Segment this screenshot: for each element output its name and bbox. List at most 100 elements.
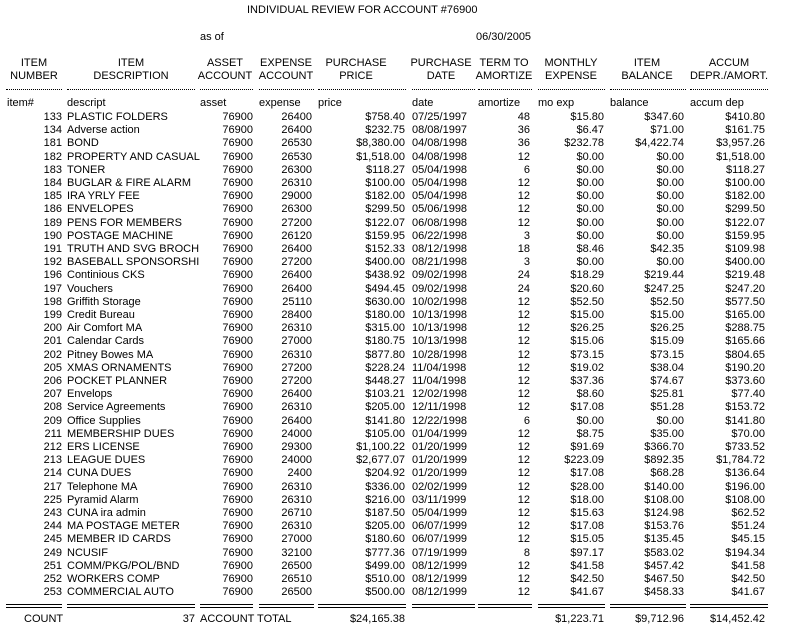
column-header: ITEM	[633, 57, 661, 69]
cell: $165.66	[725, 335, 765, 348]
cell: 76900	[222, 124, 253, 137]
cell: PROPERTY AND CASUAL	[67, 150, 200, 163]
cell: $0.00	[656, 150, 684, 163]
as-of-date: 06/30/2005	[476, 31, 532, 43]
cell: 26530	[281, 150, 312, 163]
cell: 27200	[281, 216, 312, 229]
cell: 26500	[281, 559, 312, 572]
cell: 26400	[281, 124, 312, 137]
cell: 26310	[281, 348, 312, 361]
cell: 26120	[281, 229, 312, 242]
cell: $194.34	[725, 546, 765, 559]
cell: 12	[517, 520, 530, 533]
cell: 26400	[281, 282, 312, 295]
cell: 06/07/1999	[412, 533, 468, 546]
column-header: ASSET	[206, 57, 244, 69]
cell: 209	[43, 414, 62, 427]
cell: 05/04/1999	[412, 507, 468, 519]
cell: $100.00	[725, 177, 765, 189]
cell: 205	[43, 361, 62, 374]
cell: CUNA DUES	[67, 467, 132, 480]
cell: BASEBALL SPONSORSHI	[67, 256, 200, 269]
cell: $70.00	[731, 427, 765, 440]
cell: $91.69	[570, 441, 604, 453]
cell: 08/08/1997	[412, 124, 468, 137]
footer-label: COUNT	[24, 613, 64, 625]
column-field: balance	[610, 97, 649, 109]
cell: $15.05	[570, 533, 604, 546]
cell: $336.00	[365, 480, 405, 493]
cell: $62.52	[731, 507, 765, 519]
cell: 26300	[281, 163, 312, 176]
cell: $109.98	[725, 243, 765, 255]
cell: 76900	[222, 256, 253, 269]
cell: $510.00	[365, 573, 405, 585]
cell: $0.00	[576, 414, 604, 427]
cell: $0.00	[576, 203, 604, 216]
cell: $20.60	[570, 282, 604, 295]
cell: $499.00	[365, 559, 405, 572]
cell: $583.02	[644, 546, 684, 559]
cell: $247.20	[725, 282, 765, 295]
cell: $630.00	[365, 295, 405, 308]
cell: $0.00	[656, 216, 684, 229]
cell: 12	[517, 493, 530, 506]
column-field: amortize	[478, 97, 521, 109]
cell: $52.50	[650, 295, 684, 308]
cell: 76900	[222, 137, 253, 150]
cell: 12	[517, 427, 530, 440]
cell: 26310	[281, 177, 312, 189]
cell: Pitney Bowes MA	[67, 348, 154, 361]
cell: 76900	[222, 111, 253, 123]
cell: 12	[517, 348, 530, 361]
footer-total: $1,223.71	[555, 613, 604, 625]
cell: 29000	[281, 190, 312, 203]
cell: ERS LICENSE	[67, 441, 140, 453]
cell: 196	[43, 269, 62, 282]
cell: $347.60	[644, 111, 684, 123]
cell: 76900	[222, 493, 253, 506]
cell: $15.06	[570, 335, 604, 348]
cell: WORKERS COMP	[67, 573, 160, 585]
cell: 197	[43, 282, 62, 295]
cell: $15.80	[570, 111, 604, 123]
cell: 253	[43, 586, 62, 599]
cell: 76900	[222, 163, 253, 176]
cell: $223.09	[564, 454, 604, 467]
cell: $124.98	[644, 507, 684, 519]
separator	[67, 89, 195, 90]
cell: $204.92	[365, 467, 405, 480]
cell: 251	[43, 559, 62, 572]
cell: $15.00	[570, 309, 604, 321]
cell: 2400	[287, 467, 312, 480]
cell: 225	[43, 493, 62, 506]
cell: $288.75	[725, 322, 765, 335]
cell: 12	[517, 177, 530, 189]
cell: $97.17	[570, 546, 604, 559]
cell: $2,677.07	[356, 454, 405, 467]
cell: 10/28/1998	[412, 348, 468, 361]
cell: $45.15	[731, 533, 765, 546]
cell: $26.25	[570, 322, 604, 335]
cell: $108.00	[725, 493, 765, 506]
cell: 12	[517, 533, 530, 546]
cell: 01/20/1999	[412, 467, 468, 480]
cell: 12	[517, 467, 530, 480]
cell: 12	[517, 335, 530, 348]
cell: 245	[43, 533, 62, 546]
cell: 27000	[281, 533, 312, 546]
cell: 76900	[222, 559, 253, 572]
cell: 12	[517, 295, 530, 308]
cell: Pyramid Alarm	[67, 493, 139, 506]
cell: 199	[43, 309, 62, 321]
cell: 12/11/1998	[412, 401, 467, 414]
cell: 09/02/1998	[412, 282, 468, 295]
cell: 76900	[222, 441, 253, 453]
separator	[200, 89, 253, 90]
cell: 12	[517, 388, 530, 401]
cell: 36	[517, 124, 530, 137]
cell: 11/04/1998	[412, 375, 467, 387]
cell: 192	[43, 256, 62, 269]
cell: $494.45	[365, 282, 405, 295]
cell: 36	[517, 137, 530, 150]
